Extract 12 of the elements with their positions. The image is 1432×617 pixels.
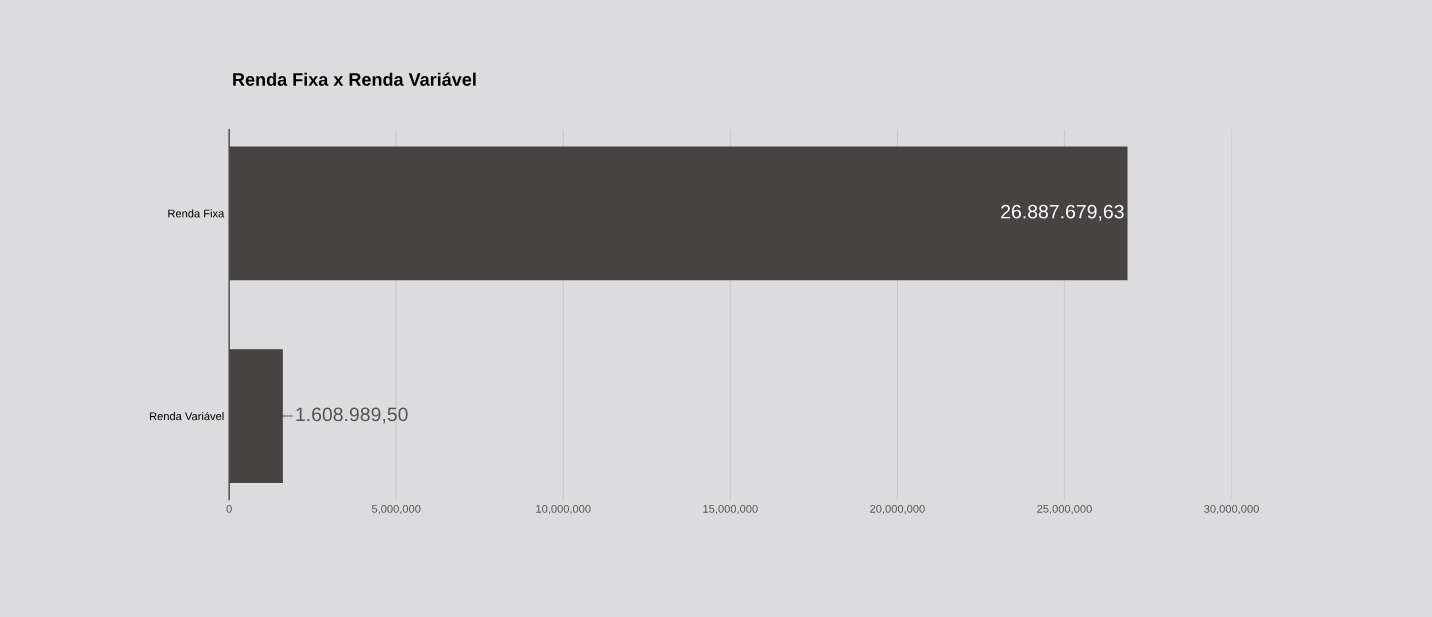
y-tick-label: Renda Fixa <box>168 209 225 218</box>
data-label: 1.608.989,50 <box>296 407 408 424</box>
x-tick-label: 0 <box>226 504 232 513</box>
y-tick-label: Renda Variável <box>150 411 224 421</box>
x-tick-label: 15,000,000 <box>703 504 758 515</box>
chart-title: Renda Fixa x Renda Variável <box>233 72 476 86</box>
x-tick-label: 20,000,000 <box>870 504 925 515</box>
x-tick-label: 30,000,000 <box>1204 504 1259 515</box>
x-tick-label: 5,000,000 <box>371 504 421 515</box>
data-label: 26.887.679,63 <box>1001 204 1124 221</box>
x-tick-label: 10,000,000 <box>536 504 591 515</box>
x-tick-label: 25,000,000 <box>1037 504 1092 515</box>
